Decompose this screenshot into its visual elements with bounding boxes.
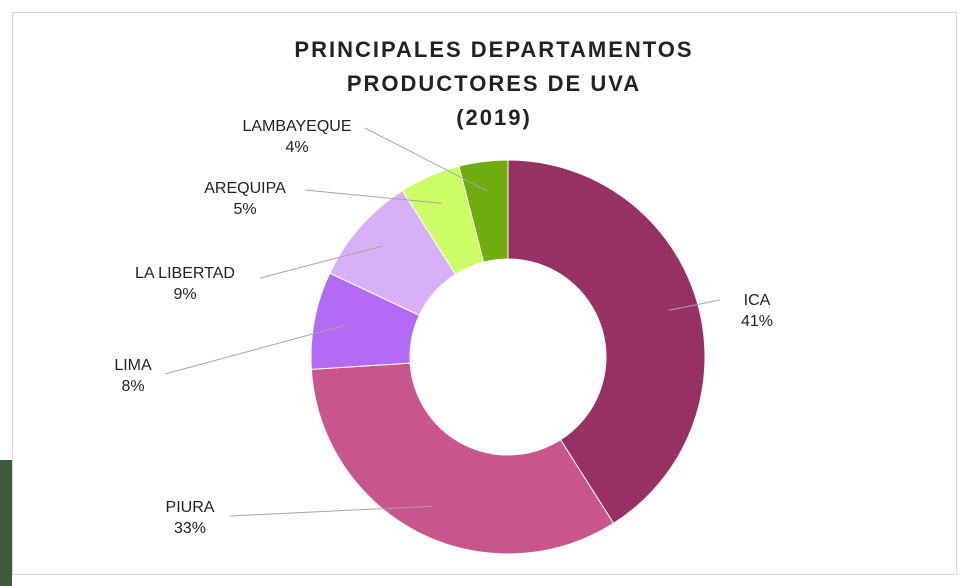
slice-value: 33% [174,520,206,537]
slice-value: 41% [741,313,773,330]
chart-title: (2019) [456,105,532,130]
background-image-strip [0,460,12,586]
slice-label: LIMA [114,357,152,374]
slice-label: LAMBAYEQUE [242,118,351,135]
chart-title: PRINCIPALES DEPARTAMENTOS [294,37,693,62]
slice-label: ICA [744,292,771,309]
slice-value: 5% [233,201,256,218]
chart-title: PRODUCTORES DE UVA [347,71,641,96]
slice-label: PIURA [166,499,215,516]
chart: PRINCIPALES DEPARTAMENTOS PRODUCTORES DE… [0,0,969,586]
slice-value: 9% [173,286,196,303]
slice-label: LA LIBERTAD [135,265,235,282]
slice-label: AREQUIPA [204,180,286,197]
slice-value: 4% [285,139,308,156]
slice-value: 8% [121,378,144,395]
